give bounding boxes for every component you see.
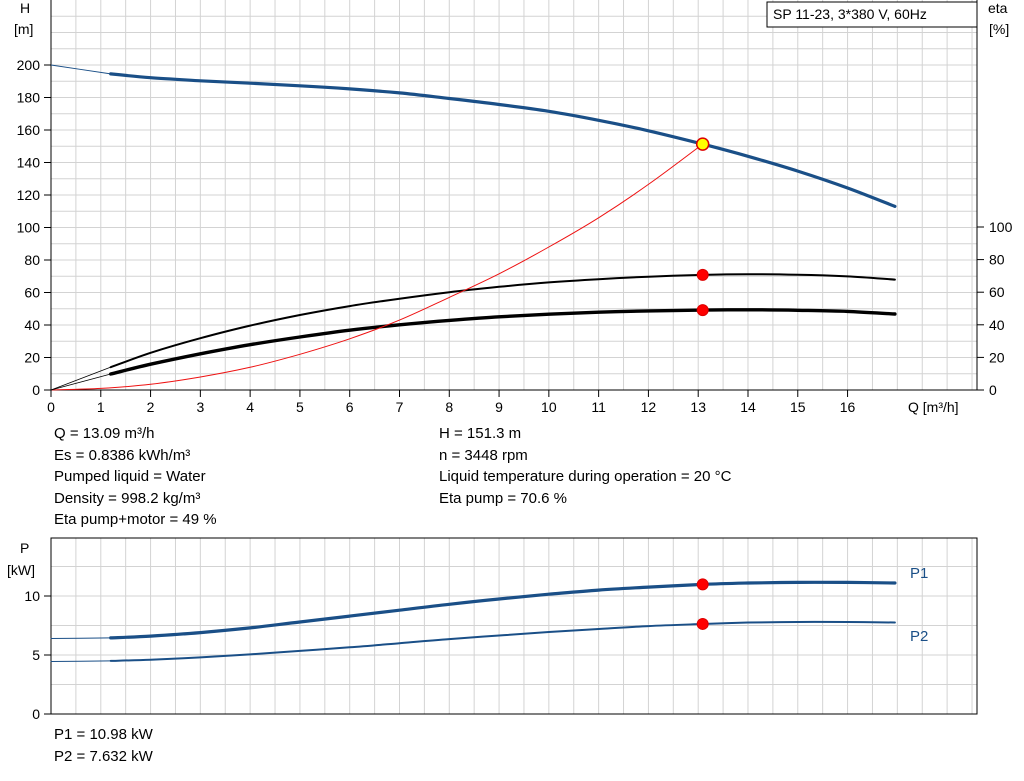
duty-point-eta-pump [696,268,709,281]
eta-pump-extension [50,366,111,391]
h-tick-label: 120 [17,187,41,203]
q-tick-label: 15 [790,399,806,415]
h-tick-label: 20 [24,350,40,366]
info-head: H = 151.3 m [439,425,522,442]
p1-series-label: P1 [910,565,928,582]
h-tick-label: 100 [17,220,41,236]
q-tick-label: 8 [445,399,453,415]
q-tick-label: 5 [296,399,304,415]
q-tick-label: 9 [495,399,503,415]
p-axis-unit: [kW] [7,562,35,578]
info-flow: Q = 13.09 m³/h [54,425,155,442]
info-power-block: P1 = 10.98 kW P2 = 7.632 kW [54,724,153,767]
h-tick-label: 200 [17,57,41,73]
q-tick-label: 7 [396,399,404,415]
p-tick-label: 10 [24,588,40,604]
top-chart-operating-points [695,137,710,317]
h-tick-label: 0 [32,382,40,398]
info-p1: P1 = 10.98 kW [54,726,153,743]
p1-curve-extension [50,637,112,639]
h-tick-label: 160 [17,122,41,138]
h-tick-label: 80 [24,252,40,268]
chart-title: SP 11-23, 3*380 V, 60Hz [773,6,927,22]
q-tick-label: 4 [246,399,254,415]
p2-curve [109,620,896,662]
power-chart-operating-points [696,578,709,630]
h-tick-label: 40 [24,317,40,333]
eta-pump-motor-extension [50,373,111,391]
duty-point-p1 [696,578,709,591]
power-chart-grid [51,538,977,714]
power-chart-frame [50,537,978,715]
info-left-block: Q = 13.09 m³/h Es = 0.8386 kWh/m³ Pumped… [54,423,217,531]
q-tick-label: 13 [690,399,706,415]
power-chart-ticks: 0 5 10 [24,588,51,722]
q-tick-label: 16 [840,399,856,415]
power-chart-series [50,580,897,662]
q-tick-label: 0 [47,399,55,415]
info-eta-pump: Eta pump = 70.6 % [439,489,567,507]
p-tick-label: 5 [32,647,40,663]
q-tick-label: 14 [740,399,756,415]
eta-tick-label: 100 [989,219,1013,235]
h-tick-label: 180 [17,90,41,106]
eta-pump-motor-curve [109,308,897,376]
eta-tick-label: 20 [989,349,1005,365]
q-tick-label: 2 [147,399,155,415]
system-curve [50,143,704,391]
h-tick-label: 140 [17,155,41,171]
top-chart-grid [51,0,977,390]
h-axis-label: H [20,0,30,16]
info-pumped-liquid: Pumped liquid = Water [54,468,206,486]
info-p2: P2 = 7.632 kW [54,747,153,765]
eta-tick-label: 40 [989,317,1005,333]
top-chart-ticks: 0 20 40 60 80 100 120 140 160 180 200 0 20 40 60 80 100 0… [17,57,1013,415]
q-tick-label: 3 [196,399,204,415]
eta-pump-curve [109,273,896,369]
h-curve [109,72,897,208]
info-density: Density = 998.2 kg/m³ [54,489,201,507]
p1-curve [109,580,897,640]
q-tick-label: 11 [591,399,606,415]
p-tick-label: 0 [32,706,40,722]
info-speed: n = 3448 rpm [439,446,528,464]
top-chart-series [50,64,897,391]
duty-point-eta-pump-motor [696,304,709,317]
duty-point-h [695,137,710,151]
h-curve-extension [50,64,112,75]
info-right-block: H = 151.3 m n = 3448 rpm Liquid temperat… [439,423,731,509]
q-tick-label: 6 [346,399,354,415]
eta-tick-label: 0 [989,382,997,398]
power-chart-border [50,537,978,715]
h-tick-label: 60 [24,285,40,301]
p2-series-label: P2 [910,628,928,645]
q-tick-label: 10 [541,399,557,415]
q-tick-label: 1 [97,399,105,415]
p2-curve-extension [50,660,112,662]
eta-axis-unit: [%] [989,21,1009,37]
info-eta-pump-motor: Eta pump+motor = 49 % [54,511,217,529]
eta-tick-label: 60 [989,284,1005,300]
title-box [766,1,978,28]
h-axis-unit: [m] [14,21,33,37]
q-tick-label: 12 [641,399,657,415]
duty-point-p2 [696,617,709,630]
eta-axis-label: eta [988,0,1008,16]
info-specific-energy: Es = 0.8386 kWh/m³ [54,446,191,464]
info-liquid-temperature: Liquid temperature during operation = 20… [439,468,732,486]
eta-tick-label: 80 [989,252,1005,268]
q-axis-label: Q [m³/h] [908,399,959,415]
p-axis-label: P [20,540,29,556]
